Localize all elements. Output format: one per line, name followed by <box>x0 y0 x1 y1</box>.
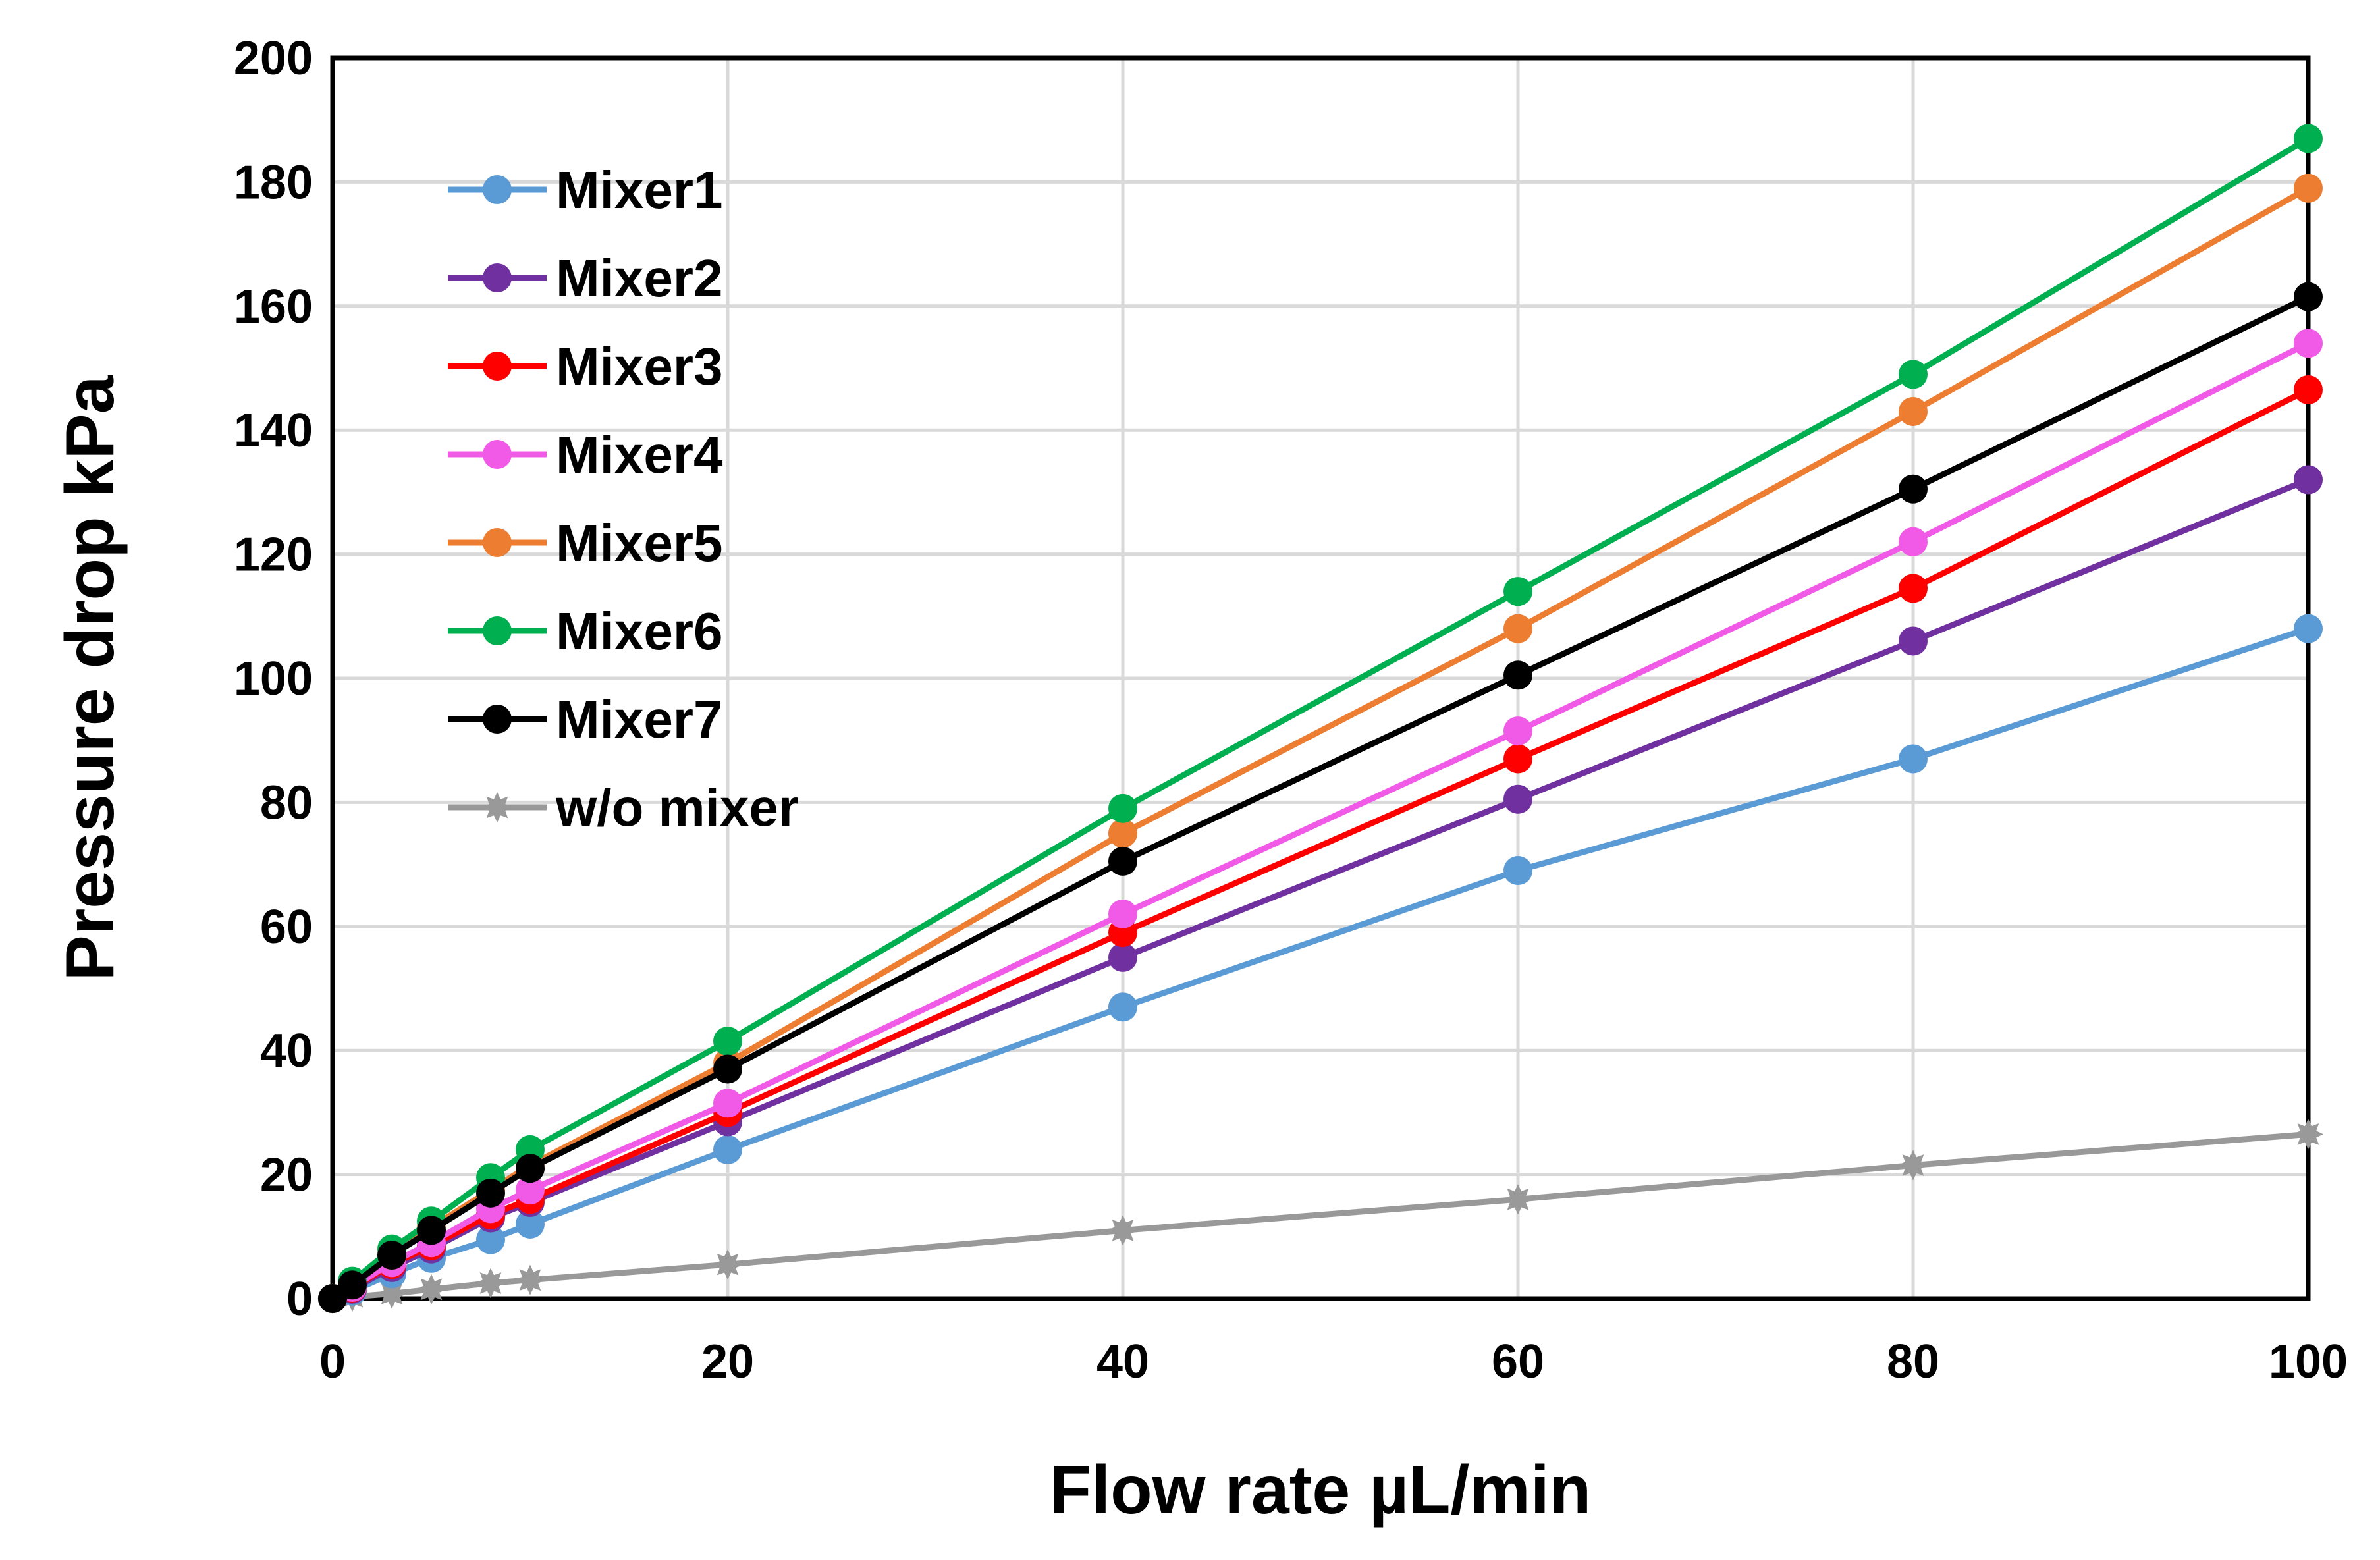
marker-mixer4 <box>713 1089 742 1118</box>
legend-item-mixer2: Mixer2 <box>448 249 722 308</box>
x-tick-label: 60 <box>1492 1335 1544 1388</box>
marker-mixer7 <box>1108 846 1137 876</box>
marker-legend <box>483 263 512 292</box>
marker-legend <box>481 792 513 823</box>
marker-mixer1 <box>1108 992 1137 1022</box>
y-tick-label: 100 <box>234 653 313 705</box>
marker-mixer6 <box>1899 360 1928 389</box>
y-tick-label: 160 <box>234 281 313 333</box>
marker-mixer2 <box>2294 465 2323 495</box>
marker-mixer4 <box>1899 527 1928 556</box>
y-tick-label: 80 <box>260 776 313 829</box>
marker-mixer3 <box>2294 375 2323 404</box>
y-tick-label: 40 <box>260 1025 313 1077</box>
marker-mixer6 <box>2294 124 2323 153</box>
marker-mixer4 <box>516 1175 545 1205</box>
marker-legend <box>483 616 512 645</box>
marker-mixer4 <box>1503 716 1532 746</box>
legend-label: Mixer3 <box>556 337 722 396</box>
marker-mixer2 <box>1503 784 1532 814</box>
marker-mixer1 <box>1503 856 1532 886</box>
legend-label: w/o mixer <box>555 778 799 837</box>
legend: Mixer1 Mixer2 Mixer3 Mixer4 Mixer5 Mixer6 Mixe… <box>448 161 799 837</box>
marker-w-o-mixer <box>712 1249 744 1280</box>
marker-mixer6 <box>1108 793 1137 823</box>
marker-legend <box>483 352 512 381</box>
x-tick-label: 0 <box>319 1335 346 1388</box>
legend-label: Mixer4 <box>556 425 723 484</box>
series-group <box>317 124 2324 1314</box>
marker-mixer7 <box>516 1154 545 1183</box>
x-tick-label: 20 <box>701 1335 754 1388</box>
legend-item-mixer5: Mixer5 <box>448 514 722 572</box>
x-tick-label: 100 <box>2269 1335 2348 1388</box>
marker-mixer5 <box>1503 614 1532 643</box>
legend-label: Mixer2 <box>556 249 722 308</box>
marker-mixer5 <box>2294 173 2323 203</box>
legend-label: Mixer5 <box>556 514 722 572</box>
marker-mixer2 <box>1899 626 1928 656</box>
y-tick-label: 0 <box>286 1273 313 1326</box>
series-mixer7 <box>318 282 2323 1313</box>
y-axis-ticks: 0 20 40 60 80 100 120 140 160 180 200 <box>234 32 313 1326</box>
y-tick-label: 140 <box>234 404 313 457</box>
x-tick-label: 40 <box>1096 1335 1149 1388</box>
marker-mixer7 <box>1899 474 1928 504</box>
marker-mixer1 <box>516 1209 545 1239</box>
marker-mixer7 <box>476 1178 505 1208</box>
y-tick-label: 120 <box>234 529 313 581</box>
legend-item-mixer6: Mixer6 <box>448 602 722 660</box>
legend-item-mixer7: Mixer7 <box>448 690 722 749</box>
legend-item-w-o-mixer: w/o mixer <box>448 778 799 837</box>
marker-mixer7 <box>417 1216 446 1245</box>
legend-item-mixer4: Mixer4 <box>448 425 723 484</box>
marker-mixer7 <box>713 1054 742 1084</box>
marker-w-o-mixer <box>475 1268 506 1299</box>
marker-mixer4 <box>2294 329 2323 358</box>
marker-mixer7 <box>2294 282 2323 311</box>
marker-mixer7 <box>1503 660 1532 690</box>
legend-item-mixer3: Mixer3 <box>448 337 722 396</box>
y-axis-title: Pressure drop kPa <box>52 375 128 981</box>
marker-mixer1 <box>713 1135 742 1164</box>
marker-legend <box>483 528 512 557</box>
y-tick-label: 20 <box>260 1149 313 1202</box>
marker-mixer5 <box>1899 396 1928 426</box>
x-axis-ticks: 0 20 40 60 80 100 <box>319 1335 2348 1388</box>
marker-mixer2 <box>1108 942 1137 972</box>
marker-w-o-mixer <box>2292 1119 2324 1150</box>
marker-mixer1 <box>476 1225 505 1254</box>
marker-legend <box>483 705 512 734</box>
marker-w-o-mixer <box>1897 1150 1929 1181</box>
marker-w-o-mixer <box>514 1264 546 1295</box>
y-tick-label: 200 <box>234 32 313 85</box>
x-axis-title: Flow rate µL/min <box>1050 1452 1592 1528</box>
marker-mixer7 <box>377 1241 406 1270</box>
marker-w-o-mixer <box>1107 1215 1139 1246</box>
marker-w-o-mixer <box>416 1274 447 1304</box>
marker-mixer4 <box>1108 899 1137 928</box>
legend-label: Mixer6 <box>556 602 722 660</box>
marker-legend <box>483 440 512 469</box>
marker-mixer5 <box>1108 819 1137 848</box>
marker-mixer7 <box>338 1270 367 1300</box>
x-tick-label: 80 <box>1887 1335 1939 1388</box>
marker-mixer3 <box>1899 574 1928 603</box>
y-tick-label: 60 <box>260 901 313 954</box>
marker-legend <box>483 175 512 204</box>
marker-mixer3 <box>1503 744 1532 774</box>
marker-mixer6 <box>713 1027 742 1056</box>
legend-label: Mixer7 <box>556 690 722 749</box>
y-tick-label: 180 <box>234 156 313 209</box>
plot-area-frame <box>330 55 2311 1301</box>
marker-mixer6 <box>1503 577 1532 606</box>
marker-mixer1 <box>1899 744 1928 774</box>
marker-w-o-mixer <box>1502 1184 1534 1215</box>
marker-mixer1 <box>2294 614 2323 643</box>
legend-label: Mixer1 <box>556 161 722 219</box>
legend-item-mixer1: Mixer1 <box>448 161 722 219</box>
